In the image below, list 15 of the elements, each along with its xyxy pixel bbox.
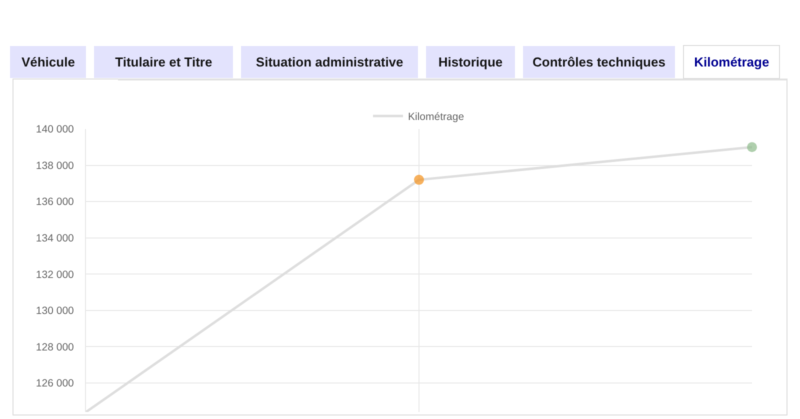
text: Historique xyxy=(438,54,503,70)
y-tick-label: 132 000 xyxy=(36,268,74,281)
text: Contrôles techniques xyxy=(532,54,666,70)
text: Véhicule xyxy=(21,54,75,70)
text: Titulaire et Titre xyxy=(115,54,212,70)
text: Situation administrative xyxy=(256,54,404,70)
y-tick-label: 140 000 xyxy=(36,124,74,136)
y-tick-label: 134 000 xyxy=(36,232,74,245)
y-tick-label: 126 000 xyxy=(36,378,74,390)
y-tick-label: 130 000 xyxy=(36,305,74,318)
text: Kilométrage xyxy=(694,54,770,70)
y-tick-label: 128 000 xyxy=(36,341,74,354)
legend-label: Kilométrage xyxy=(408,111,464,124)
y-tick-label: 138 000 xyxy=(36,160,74,172)
y-tick-label: 136 000 xyxy=(36,196,74,208)
